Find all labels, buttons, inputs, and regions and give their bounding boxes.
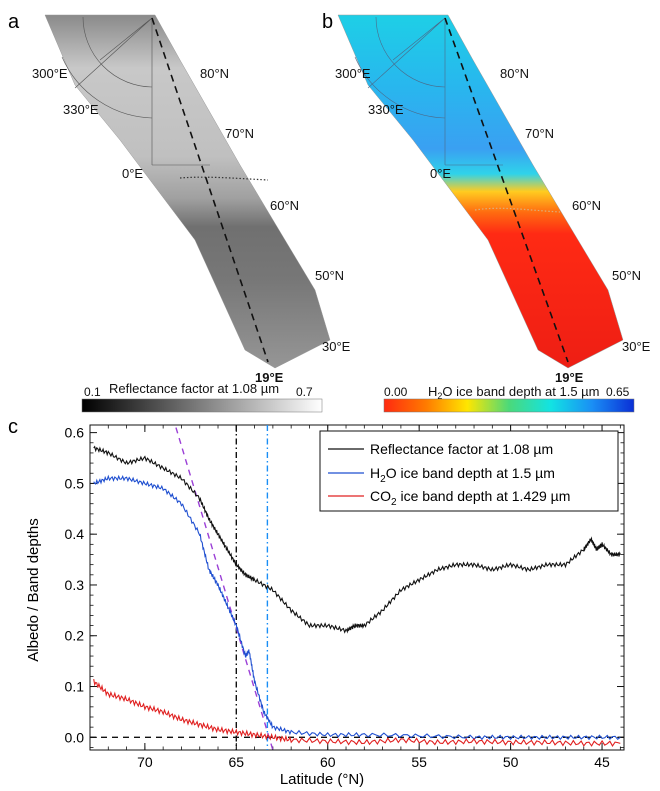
x-tick-label: 55 (411, 754, 427, 770)
profile-line-b (444, 17, 569, 363)
map-grid-a (61, 16, 210, 166)
x-tick-label: 60 (320, 754, 336, 770)
y-tick-label: 0.3 (65, 577, 85, 593)
lon-label-19e-b: 19°E (555, 370, 584, 385)
lon-label-330e-a: 330°E (63, 102, 99, 117)
colorbar-a-max: 0.7 (296, 385, 313, 399)
legend-label-h2o: H2O ice band depth at 1.5 µm (370, 465, 555, 485)
colorbar-a (81, 398, 323, 413)
y-axis-label: Albedo / Band depths (25, 518, 42, 661)
profile-line-a (151, 17, 269, 363)
ice-edge-line-b (474, 207, 561, 213)
reference-lines (90, 425, 624, 751)
lon-label-30e-a: 30°E (322, 339, 351, 354)
lat-label-70n-b: 70°N (525, 126, 554, 141)
x-tick-label: 45 (594, 754, 610, 770)
colorbar-a-min: 0.1 (84, 385, 101, 399)
series-co2-line (93, 679, 621, 747)
panel-c-label: c (8, 416, 18, 438)
map-grid-b (354, 16, 503, 166)
colorbar-b (383, 398, 635, 413)
legend: Reflectance factor at 1.08 µm H2O ice ba… (319, 430, 619, 512)
panel-b: b 300°E 330°E 0°E 30°E 19°E 80°N 70°N 60… (322, 11, 651, 413)
y-tick-label: 0.5 (65, 475, 85, 491)
lat-label-80n-a: 80°N (200, 66, 229, 81)
colorbar-b-title: H2O ice band depth at 1.5 µm (428, 384, 600, 401)
lat-label-60n-b: 60°N (572, 198, 601, 213)
y-tick-label: 0.2 (65, 628, 85, 644)
lon-label-0e-a: 0°E (122, 166, 143, 181)
panel-a: a 300°E 330°E 0°E 30°E 19°E 80°N 70°N 60… (8, 11, 351, 413)
y-axis: 0.0 0.1 0.2 0.3 0.4 0.5 0.6 (65, 425, 624, 745)
x-tick-label: 50 (503, 754, 519, 770)
y-tick-label: 0.6 (65, 425, 85, 441)
x-tick-label: 65 (229, 754, 245, 770)
x-tick-label: 70 (137, 754, 153, 770)
legend-label-co2: CO2 ice band depth at 1.429 µm (370, 488, 570, 508)
map-strip-b (337, 14, 624, 369)
y-tick-label: 0.1 (65, 679, 85, 695)
y-tick-label: 0.0 (65, 729, 85, 745)
ref-fit-line (175, 427, 274, 751)
lon-label-330e-b: 330°E (368, 102, 404, 117)
series-reflectance-line (93, 445, 621, 634)
legend-label-reflectance: Reflectance factor at 1.08 µm (370, 441, 553, 457)
panel-c: c 70 65 60 55 50 45 0.0 0.1 0.2 0.3 0.4 0.5 0.6 Ref… (8, 416, 625, 788)
lat-label-70n-a: 70°N (225, 126, 254, 141)
colorbar-b-max: 0.65 (606, 385, 630, 399)
lon-label-300e-a: 300°E (32, 66, 68, 81)
lon-label-0e-b: 0°E (430, 166, 451, 181)
y-tick-label: 0.4 (65, 526, 85, 542)
lat-label-60n-a: 60°N (270, 198, 299, 213)
series-layer (93, 445, 621, 747)
panel-b-label: b (322, 11, 333, 33)
ice-edge-line-a (179, 176, 269, 181)
lat-label-50n-b: 50°N (612, 268, 641, 283)
legend-box (319, 430, 619, 512)
map-strip-a (44, 14, 331, 369)
lon-label-300e-b: 300°E (335, 66, 371, 81)
lon-label-30e-b: 30°E (622, 339, 651, 354)
colorbar-a-title: Reflectance factor at 1.08 µm (109, 381, 279, 396)
x-axis-label: Latitude (°N) (280, 771, 364, 788)
lon-label-19e-a: 19°E (255, 370, 284, 385)
lat-label-80n-b: 80°N (500, 66, 529, 81)
panel-a-label: a (8, 11, 20, 33)
lat-label-50n-a: 50°N (315, 268, 344, 283)
colorbar-b-min: 0.00 (384, 385, 408, 399)
